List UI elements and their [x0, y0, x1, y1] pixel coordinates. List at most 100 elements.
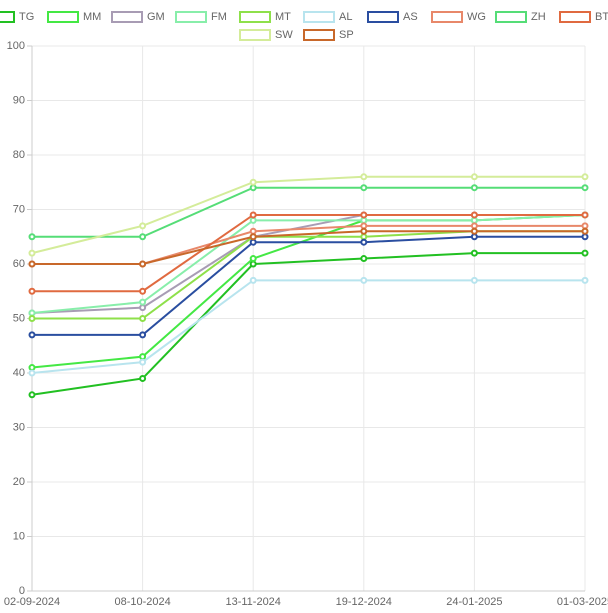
legend-swatch [0, 11, 15, 23]
point [28, 331, 36, 339]
y-tick-label: 0 [19, 585, 25, 597]
x-tick-label: 13-11-2024 [225, 596, 280, 608]
legend-swatch [111, 11, 143, 23]
point [28, 233, 36, 241]
point [28, 364, 36, 372]
legend-label: GM [147, 11, 165, 23]
point [470, 216, 478, 224]
point [139, 287, 147, 295]
point [139, 331, 147, 339]
series-line [31, 252, 585, 396]
point [28, 287, 36, 295]
point [249, 233, 257, 241]
x-tick-label: 19-12-2024 [336, 596, 392, 608]
point [360, 184, 368, 192]
point [28, 249, 36, 257]
point [470, 276, 478, 284]
legend-swatch [559, 11, 591, 23]
point [581, 173, 589, 181]
point [581, 222, 589, 230]
point [581, 276, 589, 284]
point [470, 211, 478, 219]
point [470, 184, 478, 192]
legend-label: WG [467, 11, 486, 23]
y-tick-label: 80 [13, 149, 25, 161]
point [139, 233, 147, 241]
point [360, 233, 368, 241]
point [470, 222, 478, 230]
series-line [31, 213, 586, 315]
y-tick-label: 70 [13, 203, 25, 215]
point [249, 184, 257, 192]
legend-swatch [47, 11, 79, 23]
point [470, 227, 478, 235]
legend-label: AS [403, 11, 418, 23]
x-tick-label: 24-01-2025 [446, 596, 502, 608]
point [28, 369, 36, 377]
legend-swatch [303, 11, 335, 23]
y-tick-label: 10 [13, 530, 25, 542]
y-tick-label: 20 [13, 476, 25, 488]
point [360, 238, 368, 246]
point [360, 227, 368, 235]
point [249, 178, 257, 186]
legend-swatch [495, 11, 527, 23]
series-line [32, 230, 585, 265]
x-tick-label: 02-09-2024 [4, 596, 60, 608]
point [249, 255, 257, 263]
point [139, 353, 147, 361]
point [360, 173, 368, 181]
legend-label: AL [339, 11, 352, 23]
legend-swatch [303, 29, 335, 41]
series-line [32, 213, 585, 293]
point [28, 315, 36, 322]
series-line [32, 235, 585, 336]
y-tick-label: 100 [7, 40, 25, 52]
point [249, 260, 257, 268]
point [581, 227, 589, 235]
point [360, 216, 368, 224]
y-tick-label: 90 [13, 94, 25, 106]
point [139, 222, 147, 230]
point [139, 374, 147, 382]
point [249, 211, 257, 219]
point [28, 260, 36, 268]
legend-label: SP [339, 29, 354, 41]
point [28, 309, 36, 317]
y-tick-label: 40 [13, 367, 25, 379]
point [581, 233, 589, 241]
point [581, 184, 589, 192]
point [581, 211, 589, 219]
legend-label: FM [211, 11, 227, 23]
point [139, 298, 147, 306]
point [139, 304, 147, 312]
legend-label: ZH [531, 11, 546, 23]
legend-swatch [175, 11, 207, 23]
point [360, 222, 368, 230]
point [470, 233, 478, 241]
point [28, 391, 36, 399]
point [470, 249, 478, 257]
legend-label: TG [19, 11, 34, 23]
point [249, 238, 257, 246]
legend-label: MT [275, 11, 291, 23]
point [139, 260, 147, 268]
point [249, 227, 257, 235]
point [360, 211, 368, 219]
legend-swatch [239, 11, 271, 23]
legend-swatch [239, 29, 271, 41]
x-tick-label: 08-10-2024 [114, 596, 170, 608]
point [139, 315, 147, 322]
y-tick-label: 60 [13, 258, 25, 270]
legend-label: MM [83, 11, 101, 23]
legend-label: BT [595, 11, 608, 23]
point [139, 358, 147, 366]
series-line [32, 186, 585, 238]
point [581, 249, 589, 257]
point [360, 255, 368, 263]
legend-swatch [431, 11, 463, 23]
x-tick-label: 01-03-2025 [557, 596, 608, 608]
y-tick-label: 30 [13, 421, 25, 433]
legend-swatch [367, 11, 399, 23]
